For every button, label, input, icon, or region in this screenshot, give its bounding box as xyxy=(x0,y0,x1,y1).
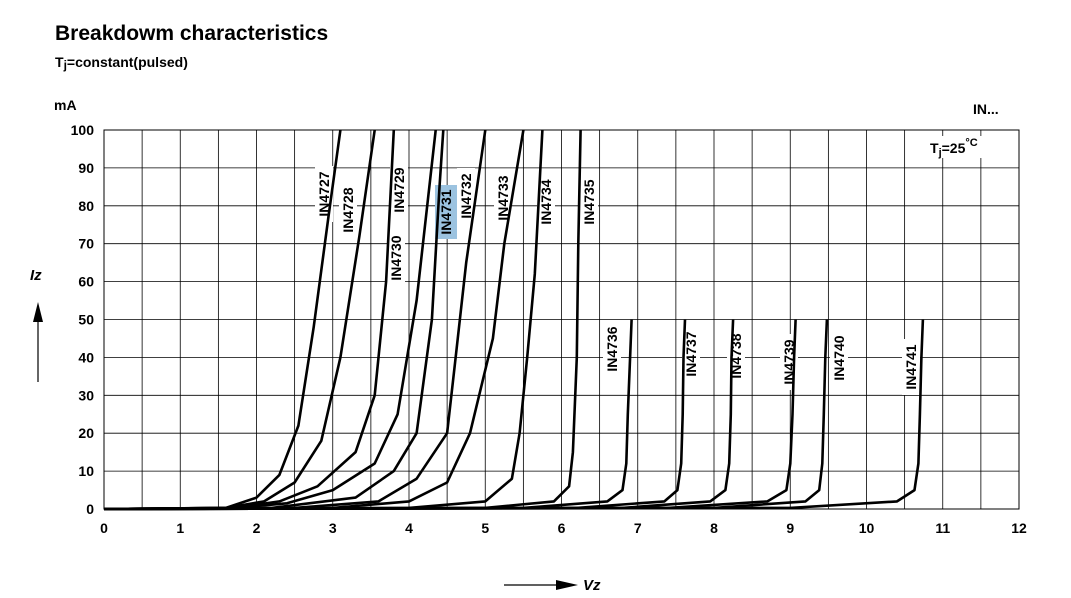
y-tick-label: 10 xyxy=(78,463,94,479)
y-tick-label: 80 xyxy=(78,198,94,214)
curve-in4741 xyxy=(103,319,925,511)
x-tick-label: 4 xyxy=(405,520,413,536)
x-tick-label: 9 xyxy=(786,520,794,536)
y-tick-label: 50 xyxy=(78,312,94,328)
y-tick-label: 30 xyxy=(78,387,94,403)
x-tick-label: 6 xyxy=(558,520,566,536)
x-tick-label: 5 xyxy=(481,520,489,536)
svg-text:Tj=25°C: Tj=25°C xyxy=(930,137,978,159)
y-tick-label: 20 xyxy=(78,425,94,441)
series-label-in4730: IN4730 xyxy=(388,235,404,280)
label-backdrop xyxy=(390,162,408,218)
label-backdrop xyxy=(457,168,475,224)
label-backdrop xyxy=(830,330,848,386)
x-axis-arrow xyxy=(504,580,578,590)
series-label-in4740: IN4740 xyxy=(831,335,847,380)
curves xyxy=(103,129,925,511)
label-backdrop xyxy=(494,170,512,226)
y-tick-label: 90 xyxy=(78,160,94,176)
label-backdrop xyxy=(682,326,700,382)
x-tick-label: 12 xyxy=(1011,520,1027,536)
series-label-in4729: IN4729 xyxy=(391,167,407,212)
device-series-label: IN... xyxy=(973,101,999,117)
series-label-in4733: IN4733 xyxy=(495,175,511,220)
y-tick-label: 0 xyxy=(86,501,94,517)
series-label-in4736: IN4736 xyxy=(604,326,620,371)
x-tick-labels: 0 1 2 3 4 5 6 7 8 9 10 11 12 xyxy=(100,520,1027,536)
curve-in4737 xyxy=(103,319,687,511)
series-label-in4731: IN4731 xyxy=(438,189,454,234)
series-label-in4735: IN4735 xyxy=(581,179,597,224)
label-backdrop xyxy=(537,174,555,230)
series-labels: IN4727 IN4728 IN4729 IN4730 IN4731 IN4732 IN47… xyxy=(316,167,919,389)
series-label-in4739: IN4739 xyxy=(781,339,797,384)
x-tick-label: 10 xyxy=(859,520,875,536)
y-tick-labels: 0 10 20 30 40 50 60 70 80 90 100 xyxy=(71,122,95,517)
temperature-annotation: Tj=25°C xyxy=(924,136,996,159)
label-backdrop xyxy=(603,321,621,377)
plot-frame xyxy=(103,129,1020,510)
curve-in4733 xyxy=(103,129,525,511)
label-backdrop xyxy=(902,339,920,395)
x-axis-label: Vz xyxy=(583,577,601,594)
y-tick-label: 60 xyxy=(78,274,94,290)
label-backdrop xyxy=(580,174,598,230)
chart-title: Breakdowm characteristics xyxy=(55,22,328,45)
label-backdrop xyxy=(387,230,405,286)
y-tick-label: 40 xyxy=(78,349,94,365)
series-label-in4737: IN4737 xyxy=(683,331,699,376)
y-axis-label: Iz xyxy=(30,267,42,284)
curve-in4731 xyxy=(103,129,445,511)
x-tick-label: 1 xyxy=(176,520,184,536)
series-label-in4728: IN4728 xyxy=(340,187,356,232)
x-tick-label: 3 xyxy=(329,520,337,536)
curve-in4740 xyxy=(103,319,829,511)
y-unit-label: mA xyxy=(54,97,77,113)
series-label-in4734: IN4734 xyxy=(538,179,554,224)
series-label-in4732: IN4732 xyxy=(458,173,474,218)
x-tick-label: 8 xyxy=(710,520,718,536)
x-tick-label: 0 xyxy=(100,520,108,536)
chart-subtitle: Tj=constant(pulsed) xyxy=(55,54,188,72)
y-axis-arrow xyxy=(33,302,43,382)
series-label-in4738: IN4738 xyxy=(728,333,744,378)
series-label-in4727: IN4727 xyxy=(316,171,332,216)
x-tick-label: 7 xyxy=(634,520,642,536)
y-tick-label: 100 xyxy=(71,122,95,138)
x-tick-label: 11 xyxy=(935,520,950,536)
series-label-in4741: IN4741 xyxy=(903,344,919,389)
grid xyxy=(104,130,1019,509)
x-tick-label: 2 xyxy=(253,520,261,536)
label-backdrop xyxy=(339,182,357,238)
label-highlight xyxy=(435,185,457,239)
y-tick-label: 70 xyxy=(78,236,94,252)
